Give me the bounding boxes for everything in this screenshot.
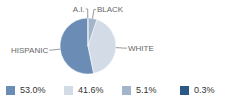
html-text:53.0%: 53.0% xyxy=(20,85,46,95)
svg-text:BLACK: BLACK xyxy=(97,5,124,14)
svg-text:HISPANIC: HISPANIC xyxy=(11,46,48,55)
html-text:0.3%: 0.3% xyxy=(194,85,215,95)
svg-text:WHITE: WHITE xyxy=(128,44,154,53)
svg-text:A.I.: A.I. xyxy=(73,5,85,14)
html-text:5.1%: 5.1% xyxy=(136,85,157,95)
html-text:41.6%: 41.6% xyxy=(78,85,104,95)
